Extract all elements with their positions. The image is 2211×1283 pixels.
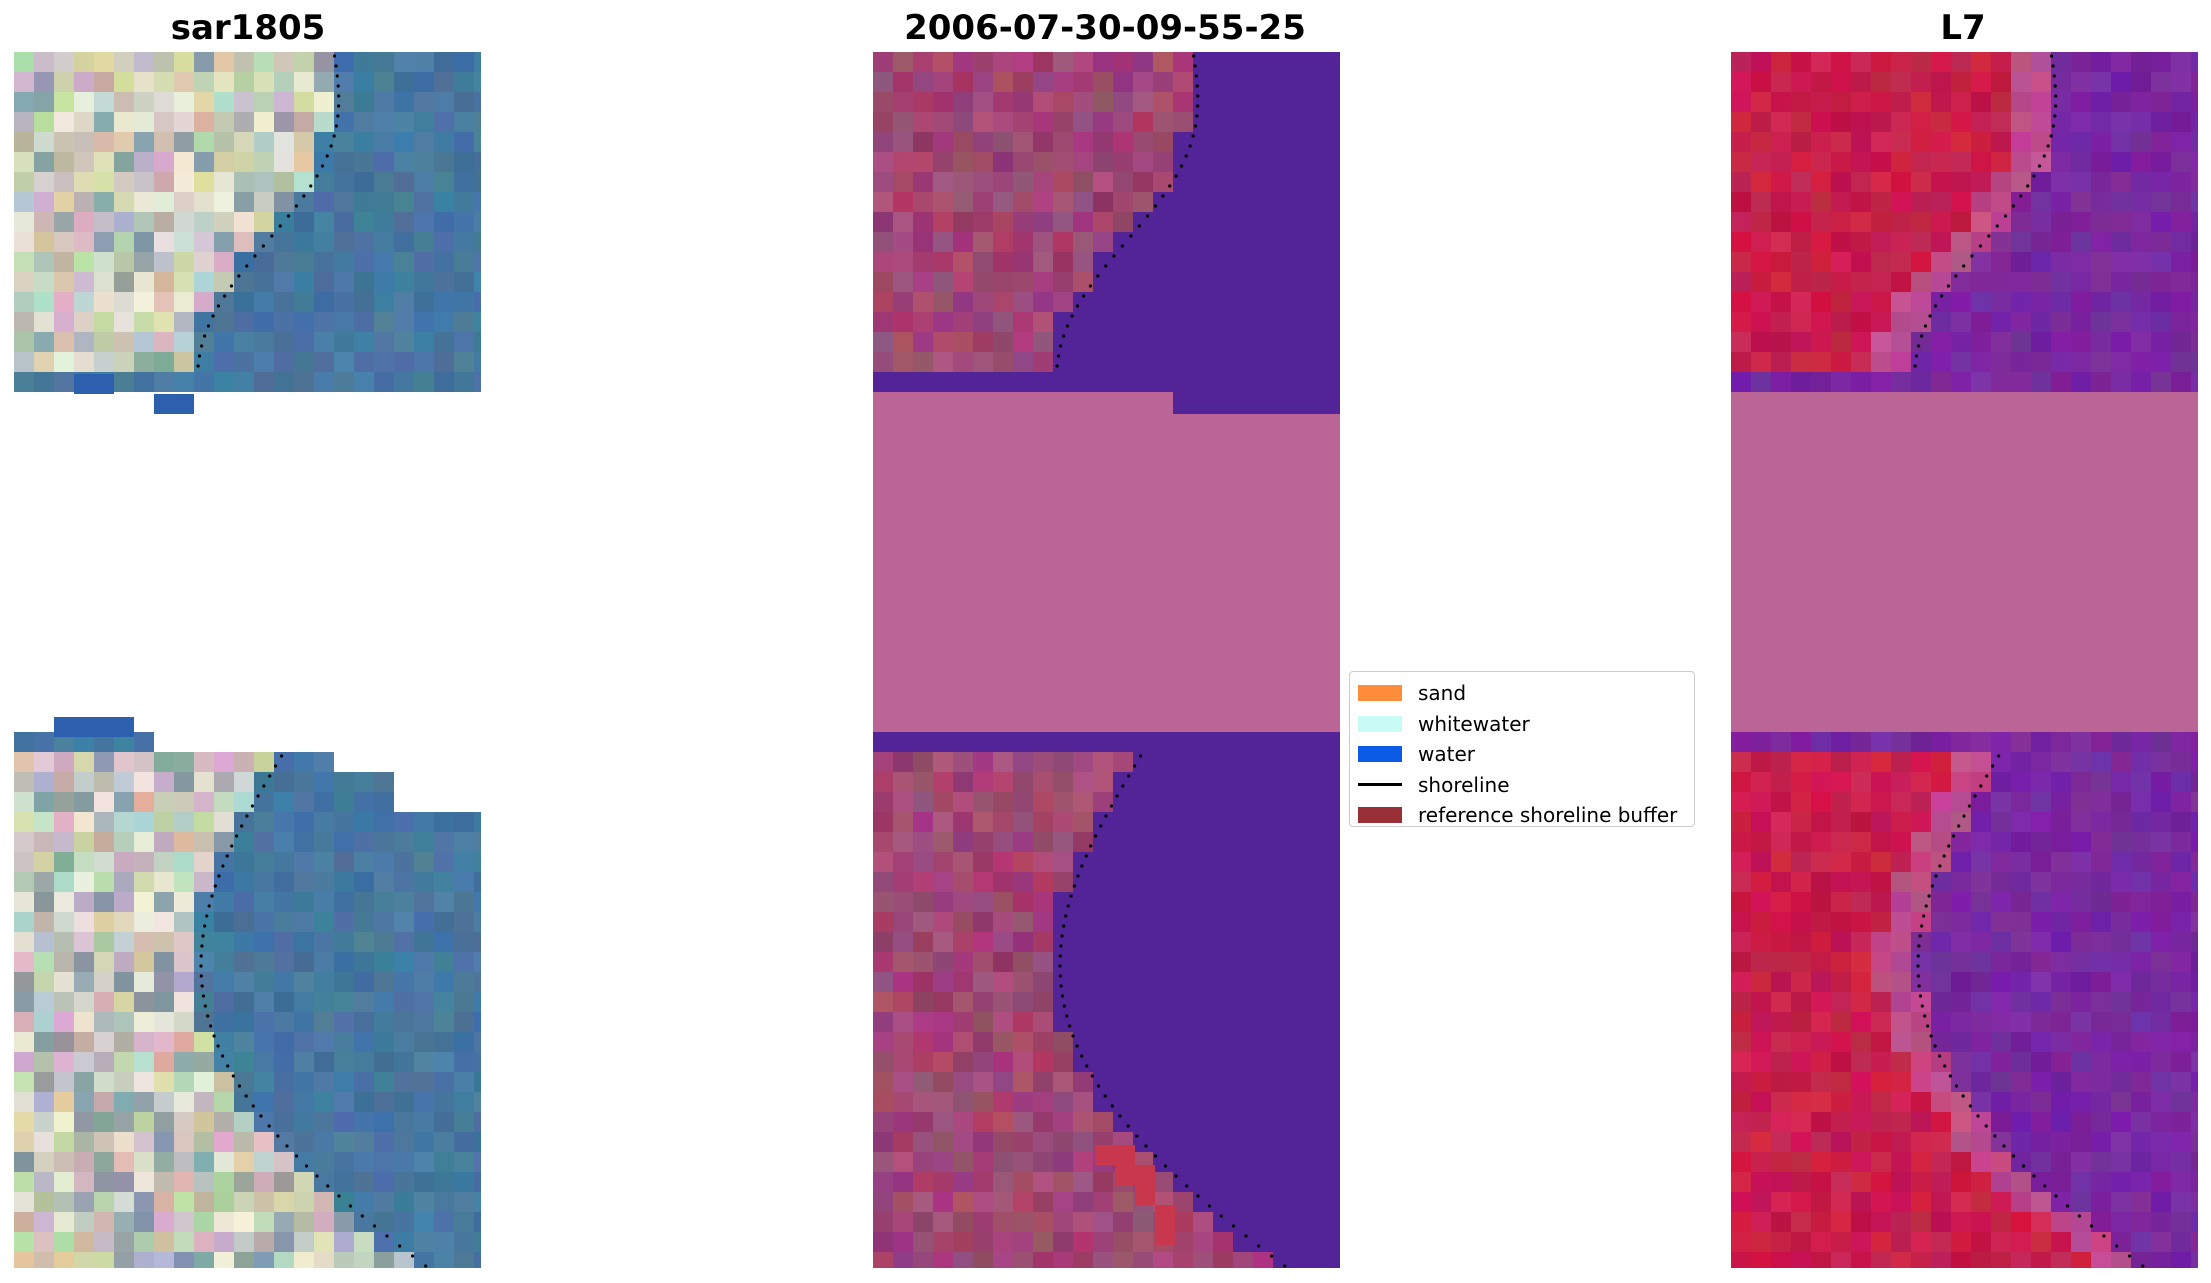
- rgb-image: [14, 52, 481, 1268]
- title-index-panel: L7: [1940, 8, 1986, 48]
- legend-item-reference-shoreline-buffer: reference shoreline buffer: [1358, 800, 1686, 831]
- title-rgb-panel: sar1805: [170, 8, 326, 48]
- index-image-panel: [1731, 52, 2198, 1268]
- legend-item-water: water: [1358, 739, 1686, 770]
- water-swatch: [1358, 746, 1402, 763]
- classified-image: [873, 52, 1340, 1268]
- sand-swatch: [1358, 685, 1402, 702]
- legend-item-shoreline: shoreline: [1358, 770, 1686, 801]
- legend-label: reference shoreline buffer: [1418, 803, 1678, 828]
- reference-buffer-swatch: [1358, 807, 1402, 824]
- legend-item-sand: sand: [1358, 678, 1686, 709]
- legend-label: water: [1418, 742, 1475, 767]
- legend: sand whitewater water shoreline referenc…: [1349, 671, 1695, 827]
- legend-item-whitewater: whitewater: [1358, 709, 1686, 740]
- rgb-image-panel: [14, 52, 481, 1268]
- legend-label: sand: [1418, 681, 1467, 706]
- whitewater-swatch: [1358, 715, 1402, 732]
- index-image: [1731, 52, 2198, 1268]
- classified-image-panel: [873, 52, 1340, 1268]
- legend-label: shoreline: [1418, 772, 1510, 797]
- shoreline-line: [1358, 783, 1402, 787]
- legend-label: whitewater: [1418, 711, 1530, 736]
- title-classification-panel: 2006-07-30-09-55-25: [904, 8, 1306, 48]
